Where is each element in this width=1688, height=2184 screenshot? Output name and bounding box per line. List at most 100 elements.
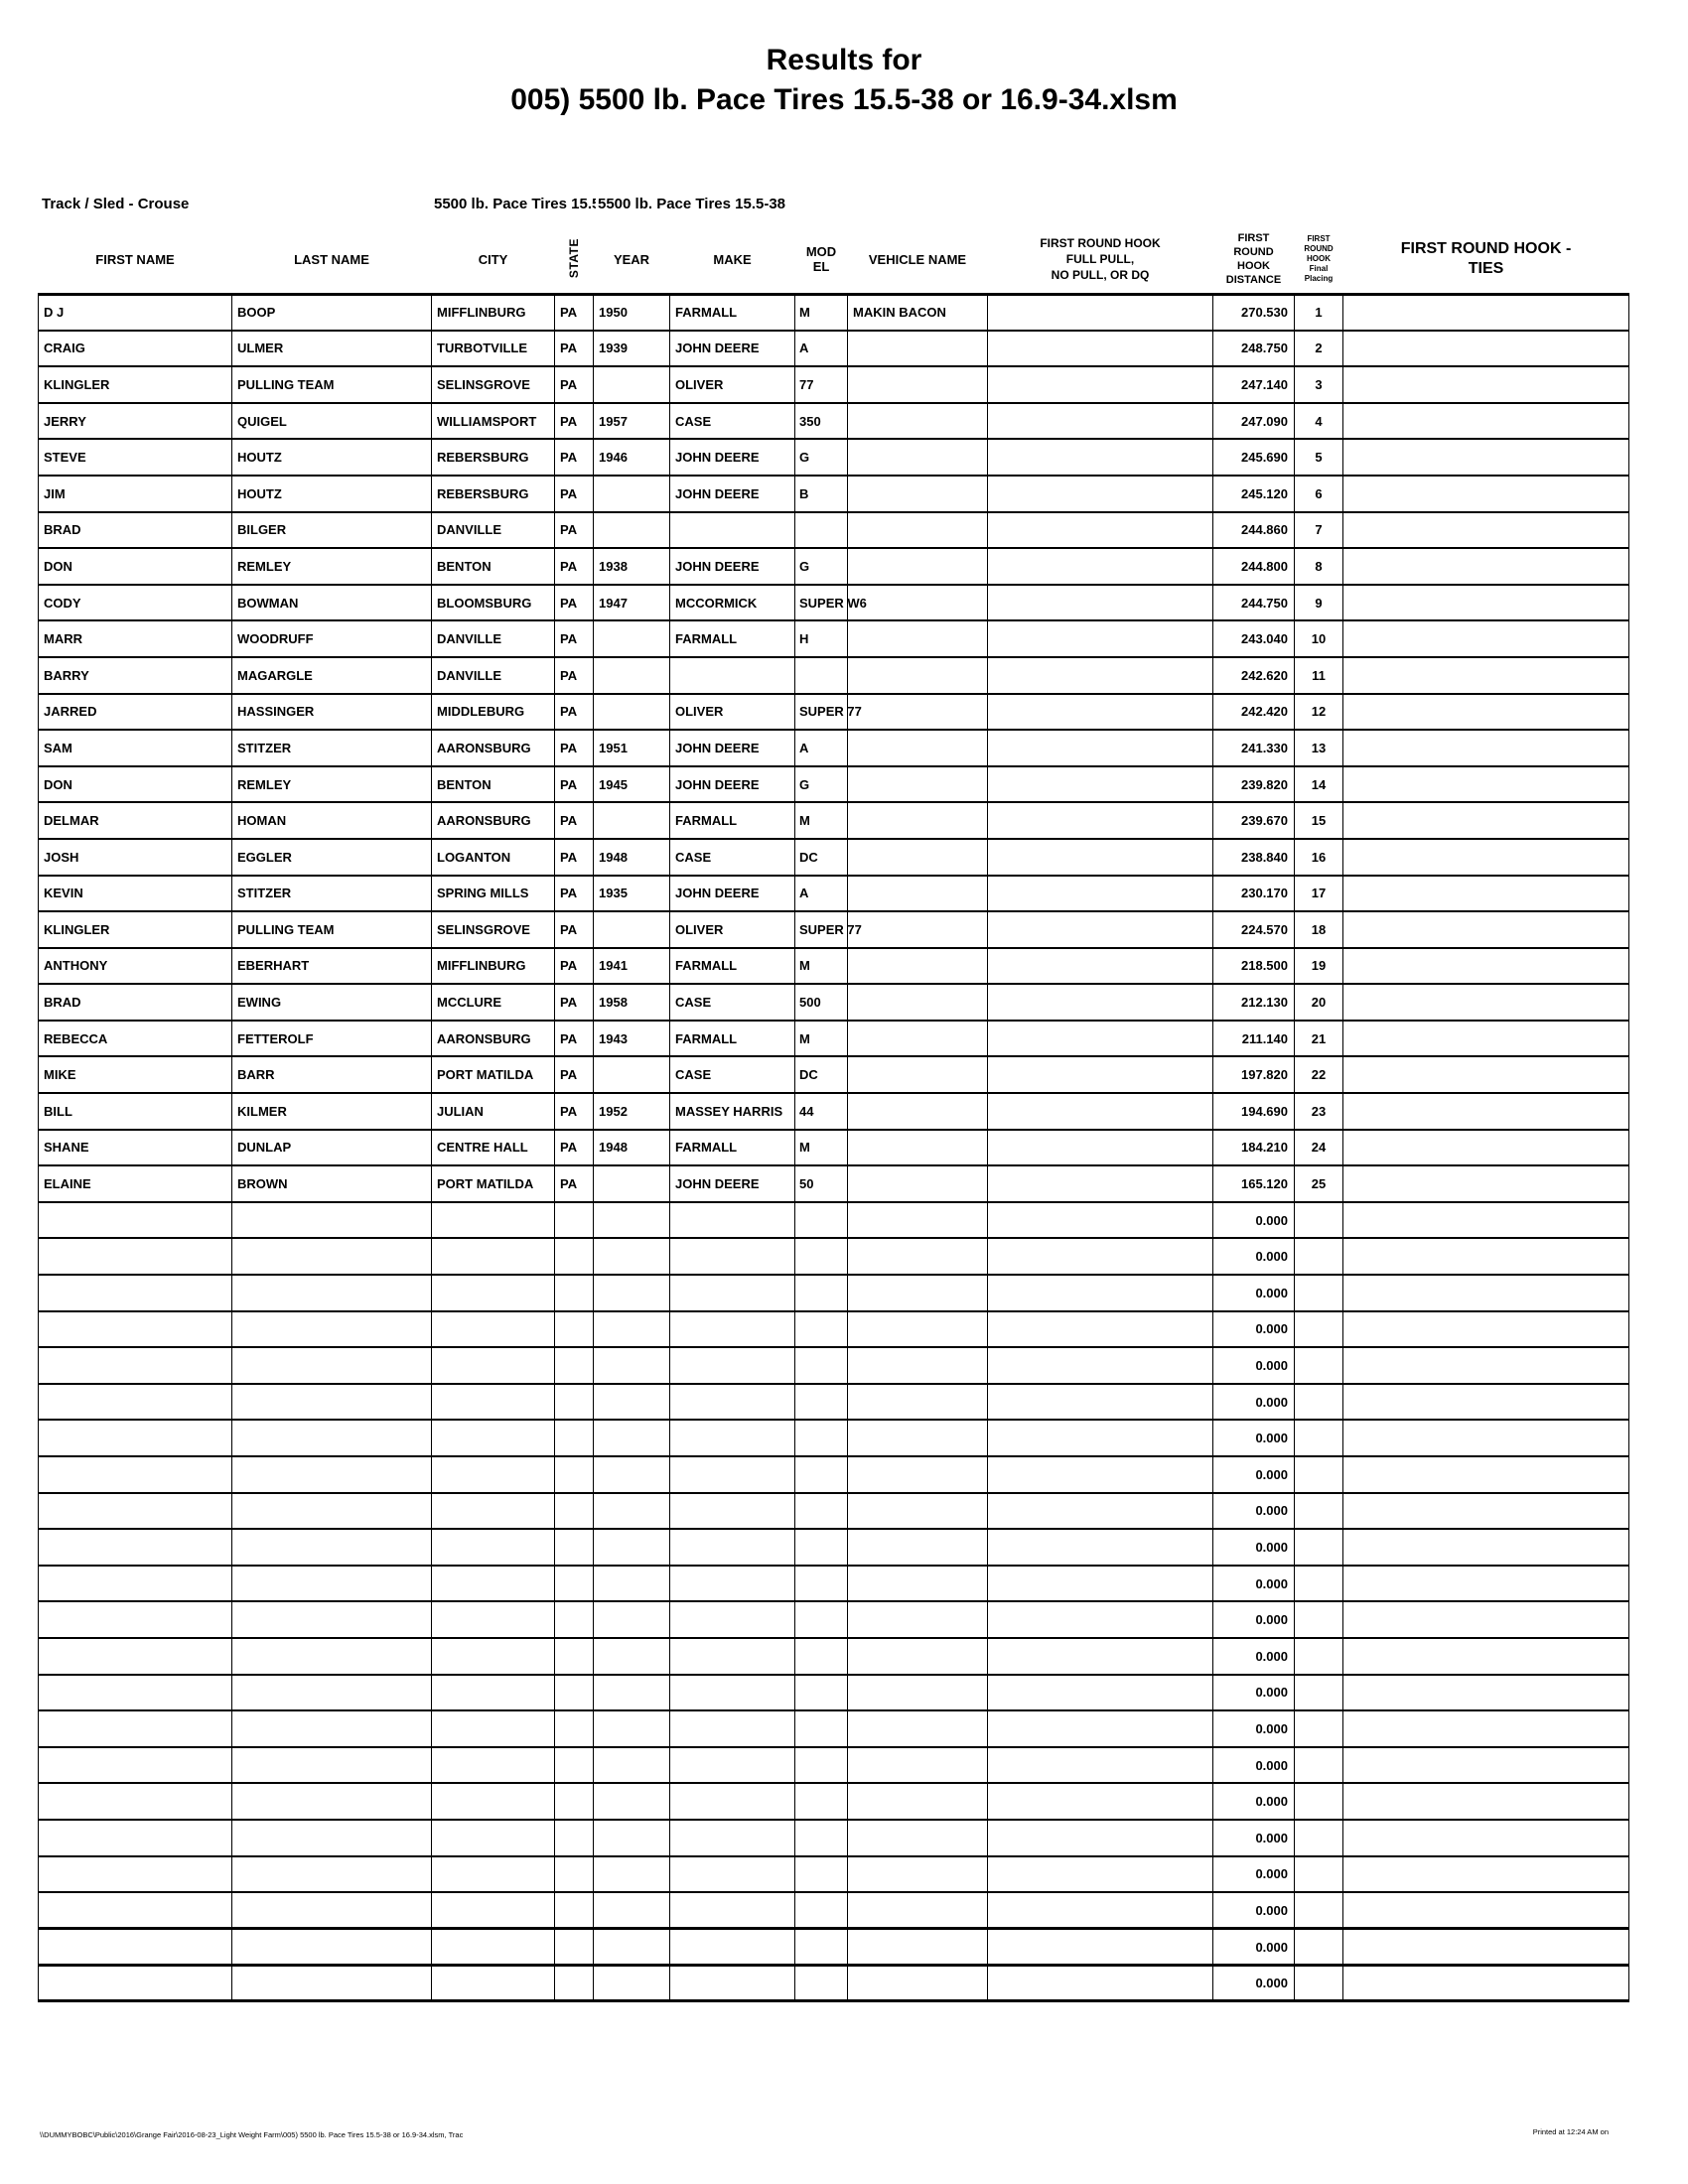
cell-ties — [1342, 1818, 1629, 1857]
cell-ties — [1342, 1019, 1629, 1058]
cell-model — [794, 1309, 848, 1349]
table-row: KLINGLER PULLING TEAM SELINSGROVE PA OLIVER S… — [38, 910, 1629, 949]
table-row: SHANE DUNLAP CENTRE HALL PA 1948 FARMALL M 184.… — [38, 1128, 1629, 1167]
cell-last: REMLEY — [231, 764, 432, 804]
cell-last — [231, 1782, 432, 1821]
cell-model — [794, 1528, 848, 1567]
cell-first: KLINGLER — [38, 365, 232, 404]
cell-city — [431, 1818, 555, 1857]
cell-dist: 247.090 — [1212, 401, 1295, 441]
cell-city: BENTON — [431, 547, 555, 586]
cell-last: BILGER — [231, 510, 432, 550]
cell-last: BROWN — [231, 1164, 432, 1203]
cell-city — [431, 1274, 555, 1312]
cell-dist: 0.000 — [1212, 1891, 1295, 1930]
cell-make: CASE — [669, 837, 795, 877]
cell-year — [593, 1963, 670, 2003]
cell-year: 1946 — [593, 438, 670, 477]
cell-fullpull — [987, 401, 1213, 441]
cell-state — [554, 1564, 594, 1603]
cell-year — [593, 1745, 670, 1785]
table-row: D J BOOP MIFFLINBURG PA 1950 FARMALL M MAKIN BA… — [38, 293, 1629, 332]
cell-place: 3 — [1294, 365, 1343, 404]
cell-make: JOHN DEERE — [669, 438, 795, 477]
col-header-state: STATE — [554, 226, 594, 296]
cell-city — [431, 1782, 555, 1821]
cell-dist: 245.690 — [1212, 438, 1295, 477]
cell-state — [554, 1745, 594, 1785]
cell-vehicle — [847, 1092, 988, 1131]
cell-vehicle — [847, 1455, 988, 1494]
cell-ties — [1342, 329, 1629, 368]
cell-vehicle — [847, 655, 988, 695]
cell-model: G — [794, 764, 848, 804]
cell-city — [431, 1346, 555, 1385]
cell-ties — [1342, 1491, 1629, 1531]
header-row: FIRST NAME LAST NAME CITY STATE YEAR MAKE MOD … — [38, 226, 1629, 296]
table-row: JARRED HASSINGER MIDDLEBURG PA OLIVER SUPER 7… — [38, 692, 1629, 732]
cell-ties — [1342, 1274, 1629, 1312]
table-row: DON REMLEY BENTON PA 1938 JOHN DEERE G 244.800 8 — [38, 547, 1629, 586]
cell-make: OLIVER — [669, 692, 795, 732]
cell-vehicle — [847, 910, 988, 949]
cell-fullpull — [987, 1455, 1213, 1494]
cell-year — [593, 1382, 670, 1422]
cell-ties — [1342, 510, 1629, 550]
cell-year: 1947 — [593, 583, 670, 622]
cell-place: 2 — [1294, 329, 1343, 368]
cell-model: SUPER 77 — [794, 910, 862, 949]
cell-model: 50 — [794, 1164, 848, 1203]
cell-year: 1948 — [593, 1128, 670, 1167]
cell-make — [669, 1274, 795, 1312]
cell-make — [669, 1200, 795, 1240]
cell-city: MIDDLEBURG — [431, 692, 555, 732]
cell-model — [794, 1636, 848, 1676]
cell-last: HASSINGER — [231, 692, 432, 732]
cell-last: HOMAN — [231, 801, 432, 840]
cell-ties — [1342, 365, 1629, 404]
cell-make: CASE — [669, 983, 795, 1022]
cell-year: 1952 — [593, 1092, 670, 1131]
cell-year: 1957 — [593, 401, 670, 441]
cell-city: SELINSGROVE — [431, 910, 555, 949]
cell-year: 1938 — [593, 547, 670, 586]
cell-fullpull — [987, 801, 1213, 840]
cell-state: PA — [554, 874, 594, 913]
cell-ties — [1342, 874, 1629, 913]
cell-city: AARONSBURG — [431, 801, 555, 840]
cell-last: REMLEY — [231, 547, 432, 586]
cell-vehicle — [847, 365, 988, 404]
cell-state — [554, 1200, 594, 1240]
cell-vehicle — [847, 764, 988, 804]
cell-year: 1948 — [593, 837, 670, 877]
cell-vehicle — [847, 983, 988, 1022]
cell-model: A — [794, 729, 848, 767]
cell-city — [431, 1745, 555, 1785]
cell-make — [669, 1564, 795, 1603]
cell-state: PA — [554, 510, 594, 550]
cell-place: 9 — [1294, 583, 1343, 622]
cell-fullpull — [987, 1963, 1213, 2003]
cell-first — [38, 1455, 232, 1494]
cell-ties — [1342, 1528, 1629, 1567]
cell-first: BRAD — [38, 983, 232, 1022]
table-row: 0.000 — [38, 1274, 1629, 1312]
cell-make — [669, 1818, 795, 1857]
cell-ties — [1342, 1927, 1629, 1967]
cell-state: PA — [554, 1164, 594, 1203]
cell-first: JERRY — [38, 401, 232, 441]
cell-last: HOUTZ — [231, 474, 432, 513]
cell-vehicle — [847, 1818, 988, 1857]
page-title: Results for — [766, 44, 922, 76]
cell-last — [231, 1745, 432, 1785]
cell-last — [231, 1346, 432, 1385]
cell-year — [593, 1237, 670, 1277]
cell-last — [231, 1200, 432, 1240]
cell-place — [1294, 1963, 1343, 2003]
cell-vehicle: MAKIN BACON — [847, 293, 988, 332]
cell-place: 8 — [1294, 547, 1343, 586]
cell-city — [431, 1927, 555, 1967]
cell-city: WILLIAMSPORT — [431, 401, 555, 441]
cell-first: SHANE — [38, 1128, 232, 1167]
cell-year: 1950 — [593, 293, 670, 332]
